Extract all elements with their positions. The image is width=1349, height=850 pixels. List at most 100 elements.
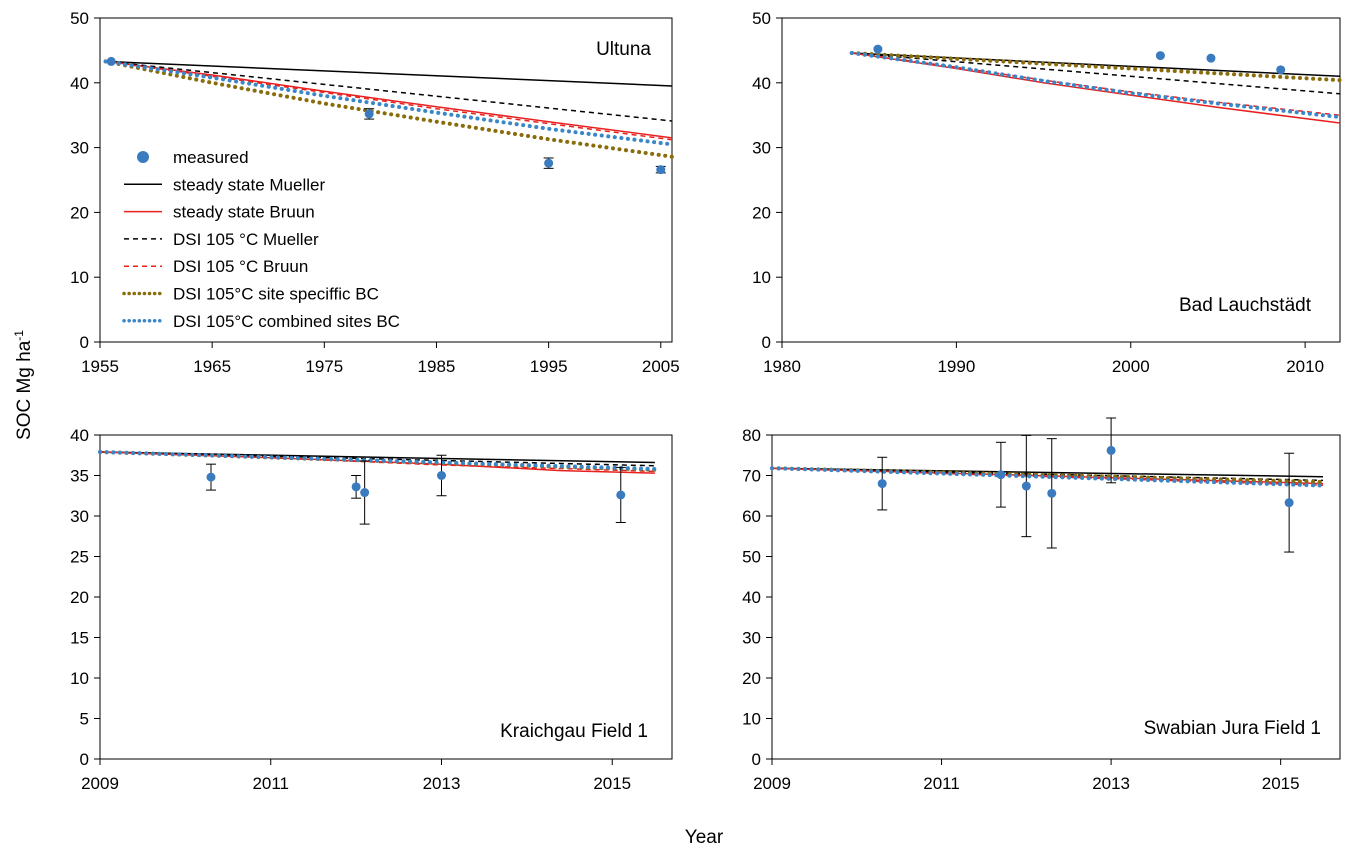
y-tick-label: 0 (762, 333, 771, 352)
y-tick-label: 20 (70, 588, 89, 607)
y-axis-label-sup: -1 (12, 330, 26, 341)
x-tick-label: 2011 (923, 774, 960, 793)
series-line-dsi-site (103, 59, 674, 159)
panel-title: Kraichgau Field 1 (500, 721, 648, 742)
y-tick-label: 10 (752, 268, 771, 287)
x-tick-label: 2000 (1112, 357, 1150, 376)
y-tick-label: 10 (70, 669, 89, 688)
y-tick-label: 40 (742, 588, 761, 607)
y-tick-label: 20 (742, 669, 761, 688)
x-tick-label: 2015 (1262, 774, 1300, 793)
plot-frame (99, 434, 673, 760)
y-axis-label: SOC Mg ha-1 (12, 330, 35, 440)
x-tick-label: 2015 (593, 774, 631, 793)
measured-point (544, 158, 554, 168)
y-tick-label: 80 (742, 426, 761, 445)
y-tick-label: 40 (70, 426, 89, 445)
measured-point (1047, 488, 1057, 498)
measured-point (1284, 498, 1294, 508)
chart-panel: 0 10 20 30 40 50 60 70 80 2009 2011 2013 2015 Swabian… (742, 417, 1341, 793)
y-tick-label: 20 (752, 203, 771, 222)
legend-label: DSI 105 °C Bruun (173, 257, 308, 276)
measured-point (873, 44, 883, 54)
measured-point (1021, 481, 1031, 491)
plot-frame (781, 17, 1341, 343)
y-tick-label: 0 (752, 750, 761, 769)
legend-label: DSI 105°C combined sites BC (173, 312, 400, 331)
y-tick-label: 15 (70, 629, 89, 648)
y-tick-label: 5 (80, 710, 89, 729)
y-tick-label: 0 (80, 750, 89, 769)
y-tick-label: 60 (742, 507, 761, 526)
y-tick-label: 50 (70, 9, 89, 28)
y-tick-label: 10 (742, 710, 761, 729)
x-tick-label: 1985 (418, 357, 456, 376)
y-tick-label: 30 (70, 507, 89, 526)
x-axis-label: Year (685, 827, 724, 848)
chart-panel: 0 10 20 30 40 50 1955 1965 1975 1985 1995 2005 Ultun… (70, 9, 680, 376)
panel-title: Bad Lauchstädt (1179, 295, 1312, 316)
measured-point (364, 109, 374, 119)
y-tick-label: 50 (742, 548, 761, 567)
series-line-ss-mueller (105, 60, 673, 87)
chart-panel: 0 5 10 15 20 25 30 35 40 2009 2011 2013 2015 Kraichga… (70, 426, 673, 793)
plot-frame (99, 17, 673, 343)
measured-point (656, 165, 666, 175)
series-line-ss-bruun (105, 60, 673, 139)
legend-label: DSI 105 °C Mueller (173, 230, 319, 249)
x-tick-label: 1990 (937, 357, 975, 376)
x-tick-label: 2013 (1092, 774, 1130, 793)
x-tick-label: 2009 (753, 774, 791, 793)
y-tick-label: 10 (70, 268, 89, 287)
legend-marker-measured (137, 151, 149, 163)
measured-point (436, 471, 446, 480)
measured-point (1106, 445, 1116, 455)
x-tick-label: 2009 (81, 774, 119, 793)
y-tick-label: 50 (752, 9, 771, 28)
series-line-dsi-comb (770, 466, 1325, 488)
y-tick-label: 30 (752, 139, 771, 158)
series-line-dsi-mueller (851, 52, 1341, 95)
y-tick-label: 40 (752, 74, 771, 93)
y-tick-label: 30 (742, 629, 761, 648)
measured-point (351, 482, 361, 492)
y-tick-label: 40 (70, 74, 89, 93)
measured-point (206, 472, 216, 482)
x-tick-label: 2011 (252, 774, 289, 793)
measured-point (1276, 65, 1286, 75)
legend-label: steady state Mueller (173, 175, 325, 194)
x-tick-label: 1965 (193, 357, 231, 376)
legend-label: DSI 105°C site speciffic BC (173, 285, 379, 304)
measured-point (996, 470, 1006, 480)
y-tick-label: 20 (70, 203, 89, 222)
series-line-dsi-mueller (105, 60, 673, 122)
measured-point (877, 479, 887, 489)
legend-label: steady state Bruun (173, 203, 315, 222)
series-line-dsi-bruun (105, 60, 673, 141)
y-tick-label: 70 (742, 467, 761, 486)
panel-title: Swabian Jura Field 1 (1144, 718, 1321, 739)
legend-label: measured (173, 148, 249, 167)
y-tick-label: 30 (70, 139, 89, 158)
x-tick-label: 2010 (1286, 357, 1324, 376)
x-tick-label: 1980 (763, 357, 801, 376)
measured-point (616, 490, 626, 500)
x-tick-label: 2013 (423, 774, 461, 793)
measured-point (106, 56, 116, 66)
y-tick-label: 25 (70, 548, 89, 567)
y-tick-label: 0 (80, 333, 89, 352)
series-line-dsi-comb (103, 59, 674, 147)
measured-point (1155, 51, 1165, 61)
x-tick-label: 2005 (642, 357, 680, 376)
series-line-dsi-site (849, 51, 1342, 83)
x-tick-label: 1995 (530, 357, 568, 376)
y-tick-label: 35 (70, 467, 89, 486)
chart-panel: 0 10 20 30 40 50 1980 1990 2000 2010 Bad Lauchstäd… (752, 9, 1342, 376)
measured-point (360, 488, 370, 498)
legend: measured steady state Mueller steady state… (122, 148, 400, 331)
series-line-dsi-comb (98, 450, 657, 471)
x-tick-label: 1955 (81, 357, 119, 376)
panel-title: Ultuna (596, 39, 651, 60)
y-axis-label-main: SOC Mg ha (14, 340, 35, 440)
